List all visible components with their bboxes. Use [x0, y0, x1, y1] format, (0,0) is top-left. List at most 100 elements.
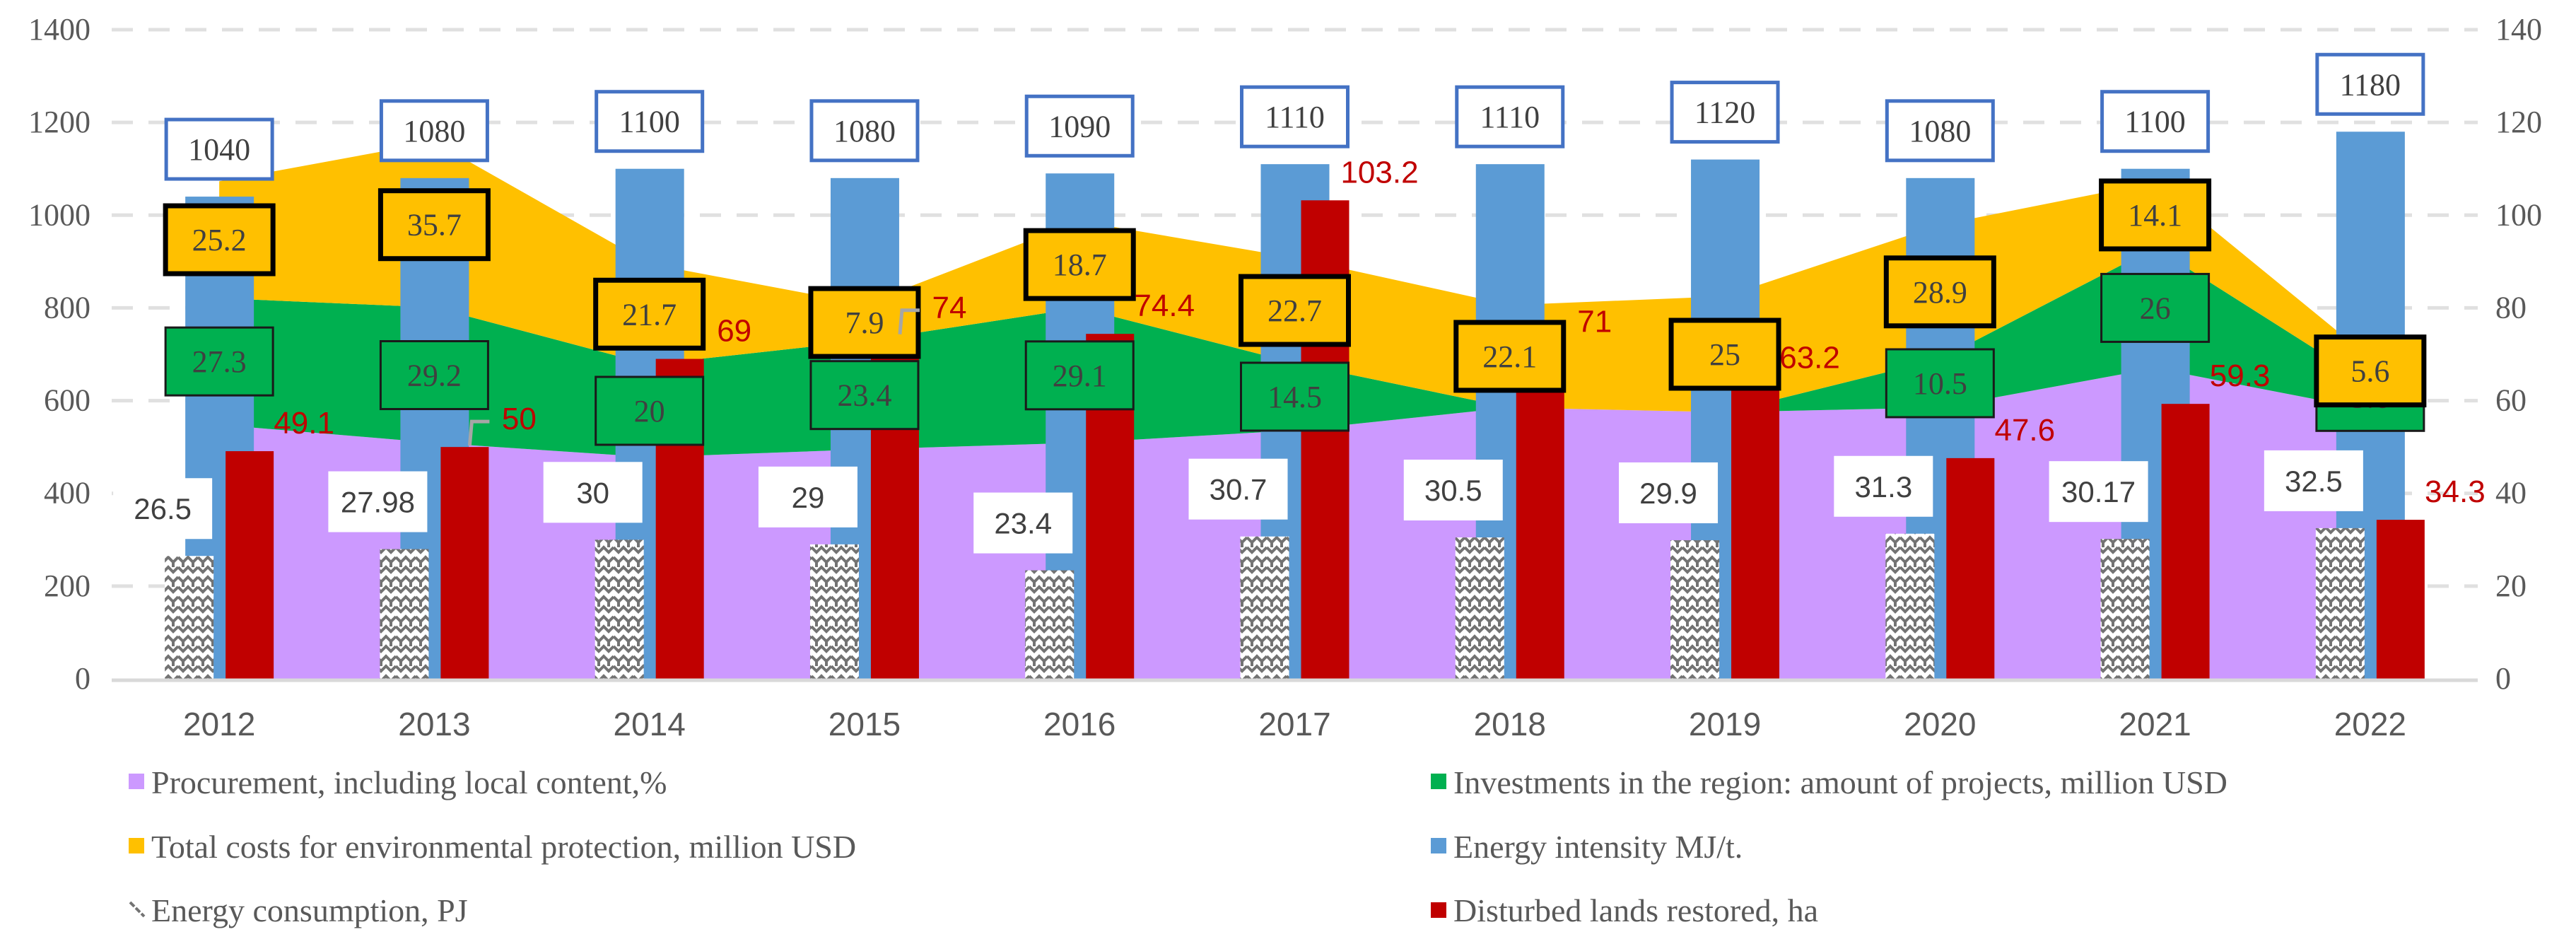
energy-intensity-label-text: 1110 — [1480, 100, 1540, 134]
left-axis-tick-label: 800 — [44, 290, 90, 325]
left-axis-tick-label: 1200 — [28, 105, 90, 139]
investments-label: 14.5 — [1240, 361, 1350, 432]
environmental-costs-label-text: 21.7 — [622, 297, 677, 332]
legend-item-investments[interactable]: Investments in the region: amount of pro… — [1431, 764, 2227, 800]
legend-label: Total costs for environmental protection… — [151, 829, 856, 865]
environmental-costs-label-box — [2099, 178, 2212, 252]
disturbed-lands-label: 69 — [717, 314, 751, 349]
x-axis-tick-label: 2020 — [1904, 706, 1976, 742]
legend-swatch-environmental-costs — [129, 838, 144, 853]
investments-label-text: 14.5 — [1267, 380, 1322, 414]
disturbed-lands-bar — [226, 451, 274, 679]
right-axis-tick-label: 40 — [2495, 476, 2527, 511]
legend-item-environmental-costs[interactable]: Total costs for environmental protection… — [129, 829, 856, 865]
energy-intensity-label-text: 1080 — [833, 114, 896, 148]
energy-consumption-label-text: 26.5 — [134, 492, 192, 525]
investments-label-box — [1024, 340, 1135, 411]
disturbed-lands-label: 34.3 — [2425, 474, 2486, 509]
energy-consumption-bar — [1025, 570, 1075, 679]
environmental-costs-label-text: 25 — [1709, 337, 1740, 372]
legend-swatch-disturbed-lands — [1431, 902, 1446, 918]
investments-label: 27.3 — [164, 326, 274, 397]
energy-intensity-label-box — [809, 99, 920, 163]
disturbed-lands-label: 74.4 — [1134, 289, 1195, 323]
x-axis-tick-label: 2013 — [398, 706, 470, 742]
energy-consumption-label-text: 23.4 — [994, 507, 1052, 540]
legend-item-procurement[interactable]: Procurement, including local content,% — [129, 764, 667, 800]
energy-intensity-label: 1090 — [1024, 94, 1135, 158]
bars — [165, 132, 2425, 680]
energy-consumption-label-text: 30 — [576, 476, 609, 509]
energy-intensity-label-box — [2315, 52, 2425, 116]
energy-consumption-bar — [2315, 528, 2365, 679]
legend-item-disturbed-lands[interactable]: Disturbed lands restored, ha — [1431, 892, 1818, 928]
energy-intensity-label-text: 1090 — [1048, 109, 1111, 144]
investments-label: 23.4 — [809, 360, 920, 431]
environmental-costs-label-text: 7.9 — [845, 305, 884, 340]
investments-label-box — [2100, 272, 2211, 343]
legend-item-energy-intensity[interactable]: Energy intensity MJ/t. — [1431, 829, 1743, 865]
energy-intensity-label-box — [1670, 81, 1780, 144]
energy-intensity-label-box — [164, 117, 274, 181]
energy-intensity-label-box — [2100, 90, 2211, 153]
energy-intensity-label: 1080 — [809, 99, 920, 163]
environmental-costs-label-box — [1023, 228, 1136, 301]
energy-intensity-label-text: 1100 — [619, 105, 679, 139]
x-axis-tick-label: 2015 — [829, 706, 901, 742]
environmental-costs-label-text: 22.7 — [1267, 293, 1322, 328]
legend-label: Procurement, including local content,% — [151, 764, 667, 800]
environmental-costs-label-text: 14.1 — [2128, 198, 2182, 233]
investments-label: 29.1 — [1024, 340, 1135, 411]
disturbed-lands-bar — [1731, 385, 1780, 679]
data-labels: 1040 27.3 25.2 26.5 49.1 1080 29.2 35.7 27.98 50 1… — [113, 52, 2486, 554]
legend-swatch-investments — [1431, 774, 1446, 789]
environmental-costs-label-text: 22.1 — [1482, 339, 1537, 374]
environmental-costs-label-box — [593, 277, 706, 351]
energy-intensity-label-box — [379, 99, 489, 163]
environmental-costs-label: 25 — [1668, 317, 1781, 391]
x-axis-tick-label: 2021 — [2119, 706, 2191, 742]
energy-consumption-label-text: 30.7 — [1210, 473, 1267, 506]
right-axis-tick-label: 0 — [2495, 661, 2511, 696]
legend-swatch-energy-intensity — [1431, 838, 1446, 853]
leader-line — [898, 308, 920, 334]
energy-consumption-label-text: 31.3 — [1854, 470, 1912, 503]
environmental-costs-label-box — [163, 203, 276, 276]
legend-item-energy-consumption[interactable]: Energy consumption, PJ — [129, 892, 468, 928]
environmental-costs-label: 18.7 — [1023, 228, 1136, 301]
energy-consumption-bar — [2100, 539, 2150, 679]
left-axis-tick-label: 200 — [44, 569, 90, 603]
energy-consumption-label: 29 — [758, 466, 857, 528]
left-axis-tick-label: 0 — [75, 661, 90, 696]
energy-consumption-bar — [1670, 540, 1720, 679]
x-axis-tick-label: 2014 — [614, 706, 686, 742]
energy-consumption-label-box — [2049, 461, 2148, 523]
energy-consumption-label-text: 29 — [792, 481, 825, 514]
disturbed-lands-label: 71 — [1577, 304, 1612, 339]
right-axis-tick-label: 120 — [2495, 105, 2542, 139]
x-axis-tick-label: 2018 — [1474, 706, 1546, 742]
disturbed-lands-label: 59.3 — [2210, 359, 2271, 393]
energy-consumption-bar — [165, 556, 214, 679]
investments-label: 20 — [595, 375, 705, 446]
investments-label-box — [379, 340, 489, 411]
energy-consumption-label-text: 32.5 — [2285, 465, 2343, 498]
x-axis-tick-label: 2019 — [1689, 706, 1761, 742]
energy-consumption-bar — [809, 544, 859, 679]
energy-intensity-label-text: 1110 — [1265, 100, 1325, 134]
investments-label: 10.5 — [1885, 348, 1995, 419]
investments-label-text: 29.1 — [1053, 359, 1107, 393]
environmental-costs-label: 25.2 — [163, 203, 276, 276]
environmental-costs-label-box — [377, 188, 491, 262]
environmental-costs-label-text: 35.7 — [407, 208, 462, 243]
energy-intensity-label: 1110 — [1240, 85, 1350, 148]
energy-consumption-label: 30.7 — [1188, 458, 1288, 520]
disturbed-lands-bar — [1946, 458, 1995, 679]
energy-consumption-label: 26.5 — [113, 478, 213, 540]
leader-line — [467, 419, 490, 446]
x-axis-tick-label: 2022 — [2334, 706, 2406, 742]
disturbed-lands-bar — [1516, 349, 1564, 679]
investments-label-text: 23.4 — [837, 378, 891, 413]
left-axis-tick-label: 400 — [44, 476, 90, 511]
